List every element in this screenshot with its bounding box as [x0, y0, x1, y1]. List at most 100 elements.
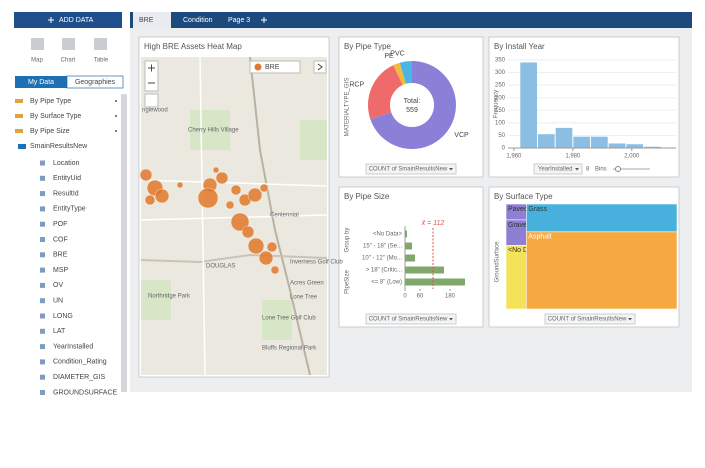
page-tab[interactable]: Page 3 [228, 17, 250, 24]
field[interactable]: COF [53, 236, 68, 243]
map-label: Lone Tree Golf Club [262, 316, 316, 322]
table-icon[interactable] [94, 38, 107, 50]
field-dropdown[interactable] [365, 313, 457, 325]
layer[interactable]: SmainResultsNew [30, 143, 88, 150]
tab-my-data[interactable] [15, 76, 67, 88]
hist-bar [537, 134, 555, 148]
field[interactable]: BRE [53, 252, 68, 259]
field[interactable]: Condition_Rating [53, 359, 107, 366]
field[interactable]: EntityType [53, 206, 86, 213]
chart-icon[interactable] [62, 38, 75, 50]
map-label: DOUGLAS [206, 264, 235, 270]
field[interactable]: ResultId [53, 190, 79, 197]
dataset[interactable]: By Pipe Type [30, 98, 71, 105]
axis-label: Group by [345, 228, 351, 253]
map-label: Inverness Golf Club [290, 260, 343, 266]
map-label: Bluffs Regional Park [262, 346, 317, 352]
slice-label: RCP [349, 82, 364, 89]
field[interactable]: POF [53, 221, 67, 228]
map[interactable]: nglewood Cherry Hills Village Centennial… [139, 56, 343, 376]
page-tab[interactable]: Condition [183, 17, 213, 24]
dataset-icon [15, 99, 23, 103]
dropdown-caret[interactable] [449, 168, 453, 171]
field[interactable]: YearInstalled [53, 343, 93, 350]
x-tick-label: 180 [445, 294, 456, 300]
tab-geographies[interactable] [66, 75, 124, 89]
treemap-cell [525, 231, 678, 310]
scrollbar[interactable] [121, 94, 127, 392]
tab-label: My Data [28, 79, 54, 86]
add-data-button[interactable] [14, 12, 122, 28]
hist-bar [555, 127, 573, 148]
field[interactable]: DIAMETER_GIS [53, 374, 105, 381]
view-label: Map [31, 58, 43, 64]
home-button[interactable] [144, 93, 159, 108]
category-label: <= 8" (Low) [371, 280, 402, 286]
field-dropdown[interactable] [533, 163, 583, 175]
cell-label: Gravel [508, 222, 529, 229]
cell-label: Paved [508, 206, 528, 213]
field-icon [40, 206, 45, 212]
dataset[interactable]: By Surface Type [30, 113, 81, 120]
dropdown-caret[interactable] [575, 168, 579, 171]
field-icon [40, 313, 45, 319]
card-title: By Pipe Size [344, 192, 390, 201]
field[interactable]: GROUNDSURFACE [53, 389, 118, 396]
add-data-label: ADD DATA [59, 17, 94, 24]
park [190, 110, 230, 150]
y-tick-label: 100 [495, 120, 506, 126]
field[interactable]: LONG [53, 313, 73, 320]
y-tick-label: 0 [502, 146, 506, 152]
field-dropdown[interactable] [544, 313, 636, 325]
field[interactable]: Location [53, 160, 80, 167]
field-icon [40, 328, 45, 334]
footer-label: COUNT of SmainResultsNew [369, 317, 448, 323]
y-tick-label: 200 [495, 95, 506, 101]
map-label: Centennial [270, 213, 299, 219]
field[interactable]: MSP [53, 267, 69, 274]
slider-knob[interactable] [615, 166, 621, 172]
slice-label: PE [384, 53, 394, 60]
field-icon [40, 344, 45, 350]
field-icon [40, 175, 45, 181]
field[interactable]: EntityUid [53, 175, 81, 182]
field[interactable]: LAT [53, 328, 66, 335]
bar [405, 266, 444, 274]
field-icon [40, 191, 45, 197]
hist-bar [573, 136, 591, 148]
map-label: Lone Tree [290, 295, 318, 301]
field[interactable]: UN [53, 298, 63, 305]
card-title: By Install Year [494, 42, 545, 51]
menu-dots[interactable] [115, 100, 117, 102]
road [140, 179, 328, 187]
pie-slice [393, 62, 406, 86]
cell-label: <No Data> [508, 247, 542, 254]
hist-bar [591, 136, 608, 148]
cell-label: Asphalt [528, 234, 551, 241]
card-title: By Pipe Type [344, 42, 392, 51]
dataset[interactable]: By Pipe Size [30, 128, 70, 135]
y-tick-label: 250 [495, 83, 506, 89]
dropdown-caret[interactable] [449, 318, 453, 321]
dropdown-caret[interactable] [628, 318, 632, 321]
field-icon [40, 390, 45, 395]
axis-label: PipeSize [345, 270, 351, 294]
field[interactable]: OV [53, 282, 63, 289]
total-label: Total: [404, 98, 421, 105]
map-label: nglewood [142, 108, 168, 114]
pie-slice [370, 61, 457, 149]
donut-hole [390, 83, 434, 127]
legend-chip[interactable] [249, 60, 301, 74]
pie-slice [399, 61, 412, 84]
road [199, 56, 206, 376]
active-tab[interactable] [133, 12, 171, 28]
map-icon[interactable] [31, 38, 44, 50]
page-tab[interactable]: BRE [139, 17, 154, 24]
category-label: > 18" (Critic... [366, 268, 403, 274]
menu-dots[interactable] [115, 115, 117, 117]
menu-dots[interactable] [115, 130, 117, 132]
road [249, 56, 311, 376]
field-dropdown[interactable] [365, 163, 457, 175]
expand-button[interactable] [313, 60, 327, 74]
mean-label: x̄ = 112 [421, 220, 445, 227]
